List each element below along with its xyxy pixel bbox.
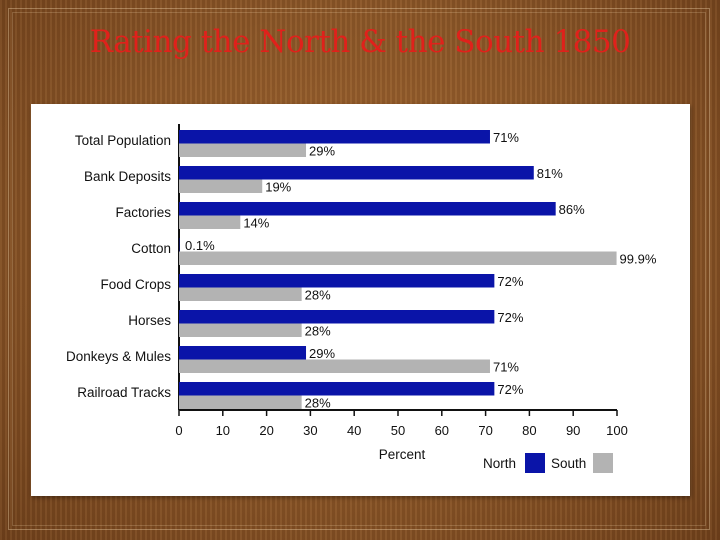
x-tick-label: 0 [175, 423, 182, 438]
x-tick-label: 30 [303, 423, 317, 438]
data-label: 28% [305, 324, 331, 339]
x-tick-label: 40 [347, 423, 361, 438]
data-label: 14% [243, 216, 269, 231]
bar-north [179, 382, 495, 396]
data-label: 72% [497, 310, 523, 325]
category-label: Total Population [75, 133, 171, 148]
bar-north [179, 346, 307, 360]
bar-south [179, 215, 241, 229]
bar-south [179, 395, 302, 409]
x-tick-label: 50 [391, 423, 405, 438]
bar-south [179, 287, 302, 301]
category-label: Horses [128, 313, 171, 328]
x-tick-label: 90 [566, 423, 580, 438]
x-tick-label: 70 [478, 423, 492, 438]
data-label: 71% [493, 130, 519, 145]
x-tick-label: 20 [259, 423, 273, 438]
legend-swatch-south [593, 453, 613, 473]
bar-chart: Total Population 71% 29% Bank Deposits 81% 19… [66, 124, 657, 473]
data-label: 86% [559, 202, 585, 217]
data-label: 0.1% [185, 238, 215, 253]
category-label: Factories [115, 205, 171, 220]
bar-north [179, 130, 490, 144]
data-label: 19% [265, 180, 291, 195]
x-tick-label: 100 [606, 423, 628, 438]
bar-south [179, 143, 307, 157]
slide-title: Rating the North & the South 1850 [89, 24, 631, 60]
data-label: 72% [497, 274, 523, 289]
bar-south [179, 179, 263, 193]
bar-north [179, 310, 495, 324]
data-label: 28% [305, 396, 331, 411]
category-label: Railroad Tracks [77, 385, 171, 400]
slide-frame-inner [12, 12, 706, 526]
x-tick-label: 80 [522, 423, 536, 438]
slide-frame-outer [8, 8, 710, 530]
legend-swatch-north [525, 453, 545, 473]
x-tick-label: 60 [435, 423, 449, 438]
bar-north [179, 202, 556, 216]
bar-south [179, 323, 302, 337]
data-label: 71% [493, 360, 519, 375]
category-label: Cotton [131, 241, 171, 256]
category-label: Donkeys & Mules [66, 349, 171, 364]
data-label: 81% [537, 166, 563, 181]
bar-south [179, 359, 490, 373]
bar-north [179, 274, 495, 288]
bar-south [179, 251, 617, 265]
x-axis-title: Percent [379, 447, 426, 462]
x-tick-label: 10 [216, 423, 230, 438]
data-label: 29% [309, 346, 335, 361]
data-label: 29% [309, 144, 335, 159]
bar-north [179, 166, 534, 180]
legend-label-south: South [551, 456, 586, 471]
category-label: Food Crops [100, 277, 171, 292]
legend-label-north: North [483, 456, 516, 471]
data-label: 99.9% [620, 252, 657, 267]
category-label: Bank Deposits [84, 169, 171, 184]
data-label: 28% [305, 288, 331, 303]
data-label: 72% [497, 382, 523, 397]
